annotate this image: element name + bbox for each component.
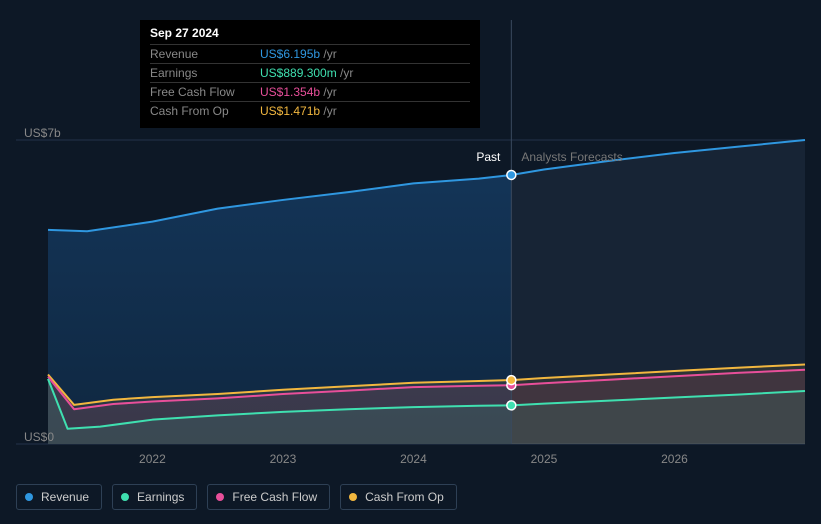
tooltip-metric-value: US$1.471b /yr — [260, 102, 470, 121]
x-tick-label: 2023 — [270, 452, 297, 466]
y-tick-label: US$7b — [24, 126, 61, 140]
x-tick-label: 2024 — [400, 452, 427, 466]
tooltip-row: Cash From OpUS$1.471b /yr — [150, 102, 470, 121]
x-tick-label: 2022 — [139, 452, 166, 466]
tooltip-table: RevenueUS$6.195b /yrEarningsUS$889.300m … — [150, 44, 470, 120]
legend-label: Revenue — [41, 490, 89, 504]
tooltip-metric-value: US$889.300m /yr — [260, 64, 470, 83]
tooltip-row: EarningsUS$889.300m /yr — [150, 64, 470, 83]
tooltip-metric-label: Revenue — [150, 45, 260, 64]
legend-item-revenue[interactable]: Revenue — [16, 484, 102, 510]
tooltip-row: RevenueUS$6.195b /yr — [150, 45, 470, 64]
x-tick-label: 2025 — [531, 452, 558, 466]
tooltip-metric-value: US$6.195b /yr — [260, 45, 470, 64]
legend-item-cash-from-op[interactable]: Cash From Op — [340, 484, 457, 510]
legend-dot-icon — [349, 493, 357, 501]
y-tick-label: US$0 — [24, 430, 54, 444]
legend-dot-icon — [121, 493, 129, 501]
legend-label: Cash From Op — [365, 490, 444, 504]
financials-chart: Sep 27 2024 RevenueUS$6.195b /yrEarnings… — [0, 0, 821, 524]
legend-dot-icon — [25, 493, 33, 501]
legend-item-earnings[interactable]: Earnings — [112, 484, 197, 510]
legend-label: Free Cash Flow — [232, 490, 317, 504]
tooltip-metric-label: Free Cash Flow — [150, 83, 260, 102]
legend-label: Earnings — [137, 490, 184, 504]
legend-dot-icon — [216, 493, 224, 501]
forecast-region-label: Analysts Forecasts — [521, 150, 622, 164]
tooltip-metric-label: Earnings — [150, 64, 260, 83]
tooltip-metric-value: US$1.354b /yr — [260, 83, 470, 102]
x-tick-label: 2026 — [661, 452, 688, 466]
tooltip-date: Sep 27 2024 — [150, 26, 470, 44]
chart-tooltip: Sep 27 2024 RevenueUS$6.195b /yrEarnings… — [140, 20, 480, 128]
past-region-label: Past — [476, 150, 500, 164]
tooltip-metric-label: Cash From Op — [150, 102, 260, 121]
legend-item-free-cash-flow[interactable]: Free Cash Flow — [207, 484, 330, 510]
tooltip-row: Free Cash FlowUS$1.354b /yr — [150, 83, 470, 102]
chart-legend: Revenue Earnings Free Cash Flow Cash From O… — [16, 484, 457, 510]
